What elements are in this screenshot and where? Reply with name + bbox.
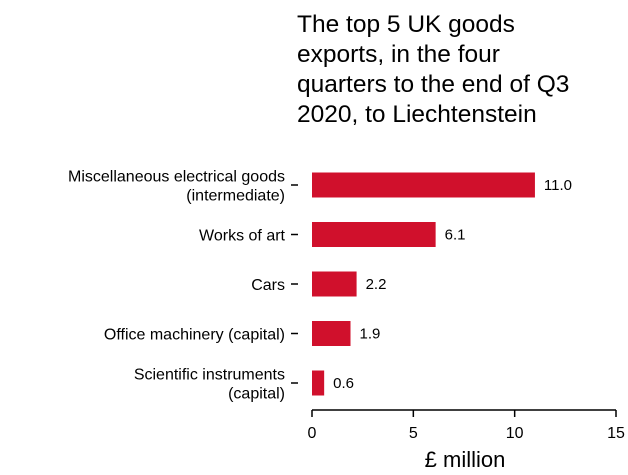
category-label: Cars — [251, 277, 285, 294]
category-label: Scientific instruments (capital) — [134, 367, 285, 403]
category-labels: Miscellaneous electrical goods (intermedi… — [68, 169, 298, 403]
value-label: 2.2 — [366, 276, 387, 293]
bar — [312, 172, 535, 198]
bar — [312, 321, 351, 346]
x-axis: 0 5 10 15 — [308, 409, 625, 442]
bars — [312, 172, 535, 396]
value-labels: 11.0 6.1 2.2 1.9 0.6 — [333, 177, 572, 392]
x-tick-label: 10 — [506, 425, 524, 442]
value-label: 11.0 — [544, 177, 572, 194]
chart-title: The top 5 UK goods exports, in the four … — [297, 11, 570, 128]
value-label: 6.1 — [445, 227, 466, 244]
x-axis-title: £ million — [425, 447, 506, 472]
category-label: Miscellaneous electrical goods (intermedi… — [68, 169, 285, 205]
x-tick-label: 5 — [409, 425, 418, 442]
bar — [312, 370, 325, 396]
category-label: Office machinery (capital) — [104, 327, 285, 344]
value-label: 1.9 — [360, 326, 381, 343]
category-label: Works of art — [199, 228, 286, 245]
bar — [312, 271, 357, 297]
value-label: 0.6 — [333, 375, 354, 392]
x-tick-label: 15 — [607, 425, 625, 442]
bar — [312, 222, 436, 247]
x-tick-label: 0 — [308, 425, 317, 442]
